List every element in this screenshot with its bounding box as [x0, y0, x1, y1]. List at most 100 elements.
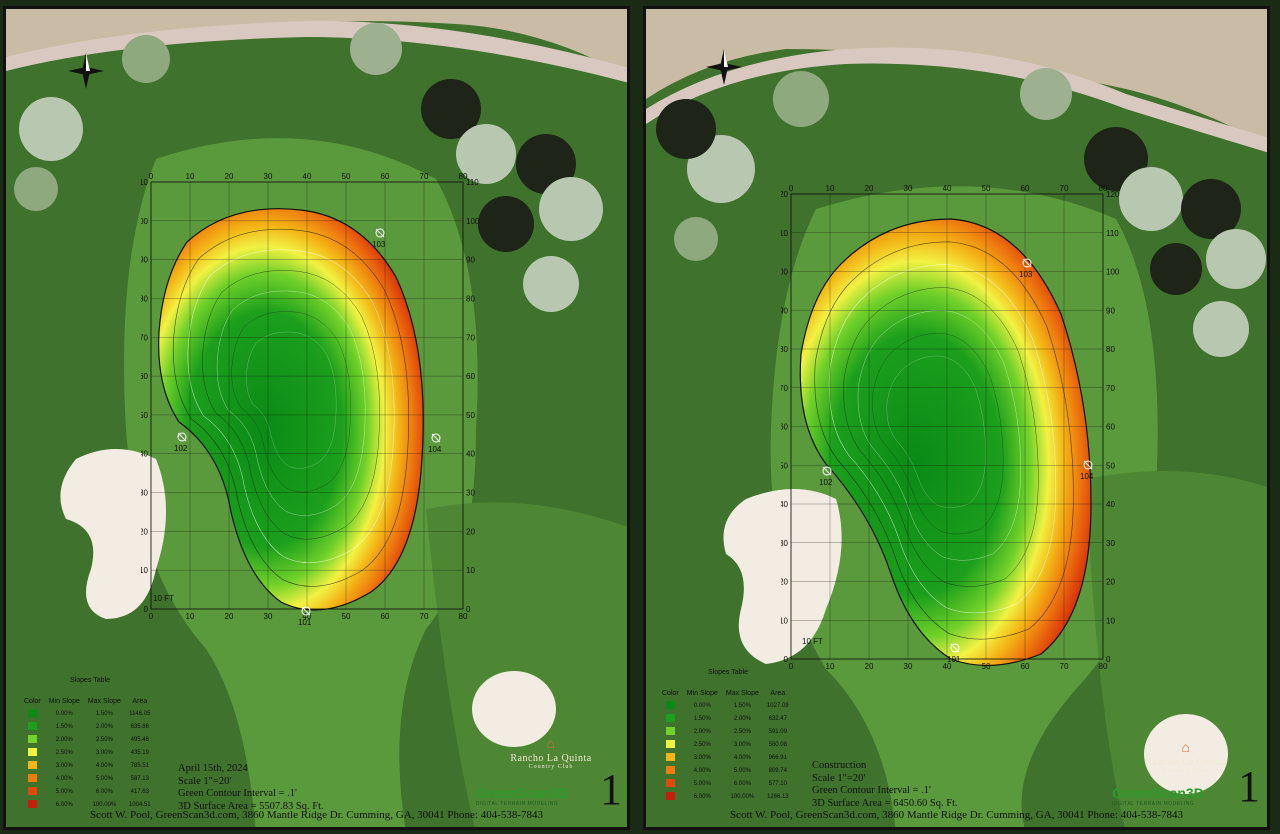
slopes-cell-min: 5.00%: [55, 788, 73, 795]
y-tick-label-right: 10: [1106, 616, 1115, 625]
slopes-cell-area: 1146.05: [129, 710, 151, 717]
x-tick-label-top: 10: [186, 172, 195, 181]
contour-interval: Green Contour Interval = .1': [812, 785, 931, 796]
green-map-panel-left: 0010102020303040405050606070708080001010…: [3, 6, 630, 830]
contour-line: [886, 355, 986, 508]
slopes-cell-max: 3.00%: [733, 741, 751, 748]
y-tick-label-right: 40: [466, 450, 475, 459]
color-swatch: [27, 708, 37, 717]
slopes-table: Slopes Table Color Min Slope Max Slope Area…: [20, 677, 180, 817]
y-tick-label-right: 110: [1106, 229, 1119, 238]
plot-frame: [150, 181, 464, 610]
bunker-front: [472, 671, 556, 747]
slopes-row: 3.00% 4.00% 785.51: [20, 759, 155, 772]
cart-path: [6, 20, 627, 83]
station-label: 103: [1019, 270, 1033, 279]
y-tick-label-right: 80: [1106, 345, 1115, 354]
slopes-cell-area: 1004.51: [128, 801, 151, 808]
tree: [773, 71, 829, 127]
slopes-cell-max: 5.00%: [95, 775, 113, 782]
x-tick-label-top: 10: [826, 184, 835, 193]
station-marker-icon: [301, 606, 311, 616]
y-tick-label-right: 70: [466, 333, 475, 342]
color-swatch: [665, 778, 675, 787]
greenscan-logo-name: GreenScan3D: [476, 785, 568, 801]
contour-line: [172, 228, 410, 587]
station-marker-icon: [375, 228, 385, 238]
plot-area: 0010102020303040405050606070708080001010…: [781, 184, 1120, 671]
greenscan-logo-sub: DIGITAL TERRAIN MODELING: [1112, 801, 1195, 807]
bunker-front: [1144, 714, 1228, 794]
color-swatch: [665, 739, 675, 748]
slopes-header: Max Slope: [725, 689, 759, 697]
slopes-cell-area: 635.86: [130, 723, 149, 730]
station-label: 102: [819, 478, 833, 487]
color-swatch: [27, 734, 37, 743]
slopes-row: 6.00% 100.00% 1266.13: [658, 790, 793, 803]
slopes-header: Min Slope: [686, 689, 718, 697]
slopes-cell-max: 6.00%: [733, 780, 751, 787]
greenscan-logo: GreenScan3D DIGITAL TERRAIN MODELING: [476, 785, 568, 807]
club-logo-sub: Country Club: [1163, 768, 1209, 774]
station-label: 103: [372, 240, 386, 249]
tree: [1181, 179, 1241, 239]
scale-text: Scale 1"=20': [178, 775, 232, 787]
survey-station-103: 103: [372, 228, 386, 249]
y-tick-label-right: 100: [1106, 268, 1120, 277]
slopes-cell-min: 0.00%: [693, 702, 711, 709]
hole-number: 1: [600, 765, 622, 814]
y-tick-label-left: 50: [781, 461, 789, 470]
y-tick-label-right: 90: [466, 256, 475, 265]
slopes-cell-area: 495.46: [130, 736, 149, 743]
contour-line: [231, 311, 351, 493]
x-tick-label-bottom: 60: [381, 612, 390, 621]
y-tick-label-right: 20: [1106, 578, 1115, 587]
y-tick-label-left: 30: [781, 539, 789, 548]
x-tick-label-bottom: 50: [982, 662, 991, 671]
y-tick-label-left: 110: [141, 178, 149, 187]
x-tick-label-top: 40: [303, 172, 312, 181]
x-tick-label-bottom: 20: [225, 612, 234, 621]
slopes-cell-min: 3.00%: [55, 762, 73, 769]
slopes-cell-area: 1027.09: [766, 702, 789, 709]
slopes-row: 2.00% 2.50% 495.46: [20, 733, 155, 746]
survey-station-102: 102: [819, 466, 833, 487]
slopes-cell-area: 417.63: [130, 788, 149, 795]
survey-station-101: 101: [947, 643, 961, 664]
color-swatch: [665, 700, 675, 709]
contour-line: [246, 331, 337, 469]
station-label: 102: [174, 444, 188, 453]
plot-frame: [790, 193, 1104, 660]
tree: [1020, 68, 1072, 120]
green-info: Construction Scale 1"=20' Green Contour …: [812, 760, 958, 810]
slopes-cell-min: 1.50%: [693, 715, 711, 722]
slopes-cell-max: 4.00%: [733, 754, 751, 761]
x-tick-label-top: 60: [381, 172, 390, 181]
y-tick-label-left: 110: [781, 229, 789, 238]
slopes-cell-min: 5.00%: [693, 780, 711, 787]
color-swatch: [665, 791, 675, 800]
x-tick-label-bottom: 30: [904, 662, 913, 671]
slopes-row: 4.00% 5.00% 809.74: [658, 764, 793, 777]
x-tick-label-top: 0: [789, 184, 794, 193]
slopes-header: Area: [132, 697, 148, 705]
y-tick-label-left: 120: [781, 190, 789, 199]
x-tick-label-top: 50: [982, 184, 991, 193]
survey-label: Construction: [812, 760, 867, 771]
tree: [350, 23, 402, 75]
slopes-row: 6.00% 100.00% 1004.51: [20, 798, 155, 811]
y-tick-label-right: 0: [466, 605, 471, 614]
y-tick-label-left: 40: [781, 500, 789, 509]
slopes-row: 5.00% 6.00% 417.63: [20, 785, 155, 798]
y-tick-label-right: 10: [466, 566, 475, 575]
x-tick-label-top: 20: [225, 172, 234, 181]
color-swatch: [665, 713, 675, 722]
y-tick-label-left: 60: [141, 372, 149, 381]
color-swatch: [665, 752, 675, 761]
color-swatch: [27, 799, 37, 808]
y-tick-label-left: 10: [781, 616, 789, 625]
green-map-panel-right: 0010102020303040405050606070708080001010…: [643, 6, 1270, 830]
y-tick-label-right: 50: [466, 411, 475, 420]
slopes-row: 2.00% 2.50% 591.09: [658, 725, 793, 738]
y-tick-label-left: 70: [781, 384, 789, 393]
